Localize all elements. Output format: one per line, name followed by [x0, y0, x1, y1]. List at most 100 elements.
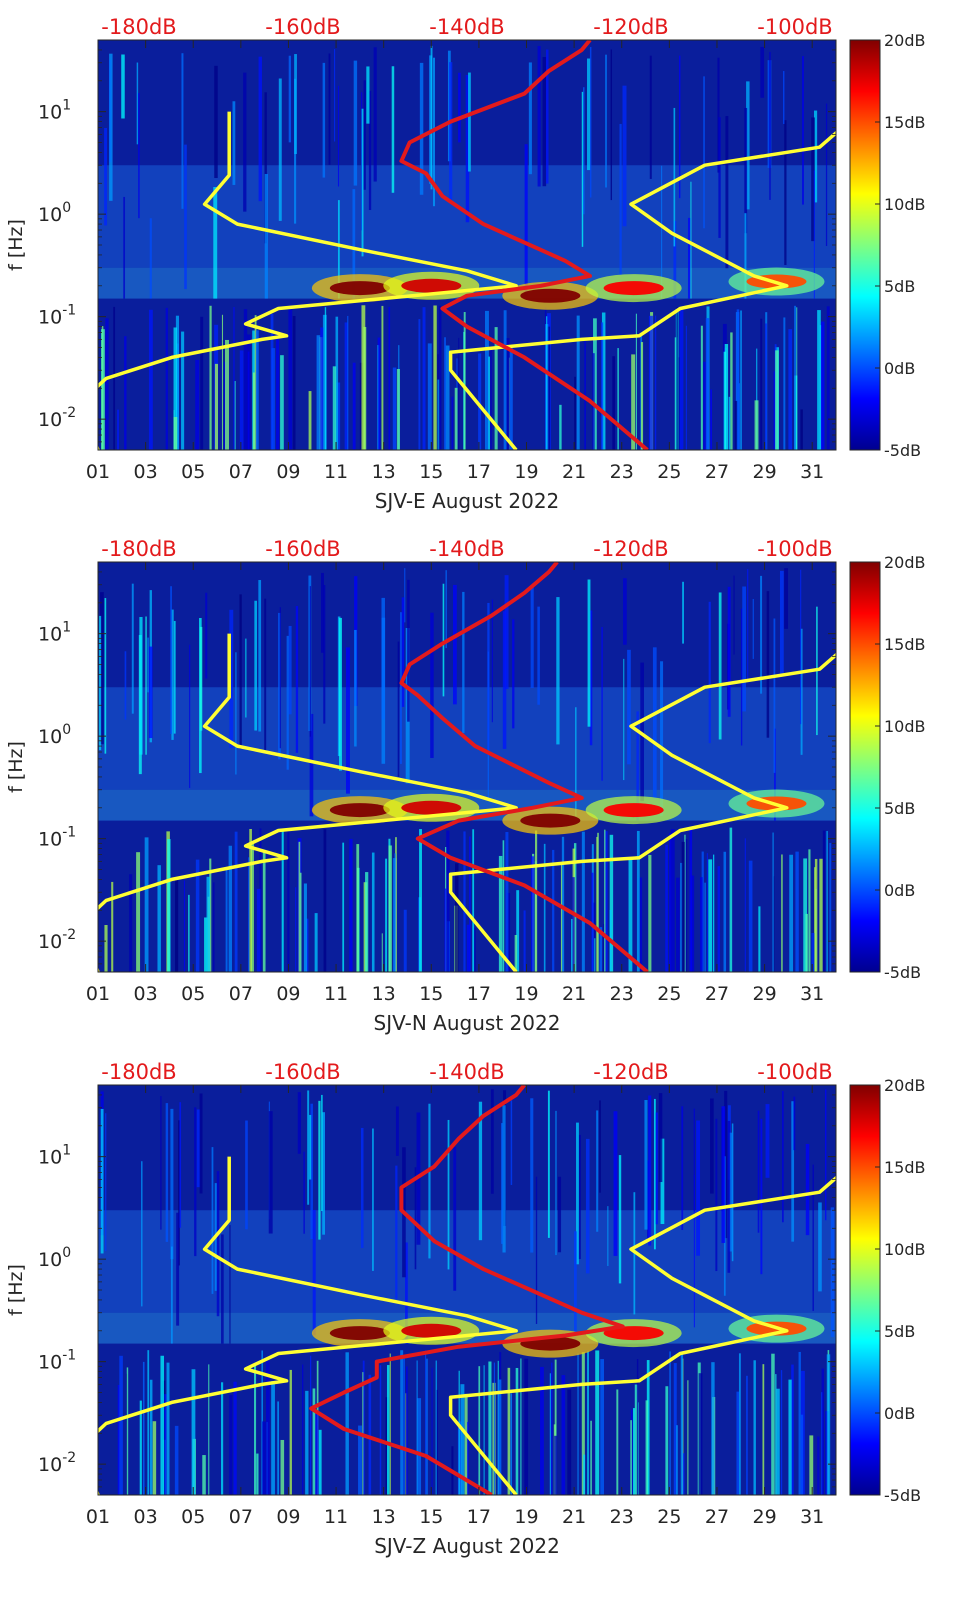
- noise-model-curve-2: [448, 130, 836, 450]
- noise-column: [322, 1112, 326, 1235]
- noise-column: [631, 354, 636, 450]
- noise-column: [826, 306, 830, 450]
- noise-column: [445, 345, 450, 450]
- panel-1: 01 03 05 07 09 11 13 15 17 19 21 23 25 27 29 3110-210-1…: [5, 15, 926, 513]
- noise-column: [710, 389, 712, 450]
- noise-column: [660, 1138, 665, 1224]
- noise-column: [164, 1394, 167, 1495]
- noise-column: [395, 1165, 398, 1299]
- colorbar-tick-label: -5dB: [884, 441, 921, 460]
- noise-column: [117, 409, 119, 450]
- x-tick-label: 27: [705, 1506, 729, 1528]
- noise-column: [808, 849, 811, 972]
- noise-column: [783, 317, 786, 450]
- noise-column: [280, 1439, 285, 1495]
- noise-column: [264, 173, 268, 299]
- noise-column: [502, 1105, 506, 1253]
- noise-column: [149, 1379, 153, 1495]
- noise-column: [277, 1401, 279, 1495]
- noise-column: [396, 368, 400, 450]
- noise-column: [360, 1127, 364, 1248]
- noise-column: [469, 836, 471, 972]
- noise-column: [504, 575, 509, 690]
- noise-column: [665, 844, 668, 972]
- noise-column: [774, 728, 776, 821]
- noise-column: [323, 829, 327, 972]
- noise-column: [349, 838, 353, 972]
- noise-column: [789, 854, 794, 972]
- x-tick-label: 21: [562, 983, 586, 1005]
- noise-column: [478, 1366, 481, 1495]
- noise-column: [648, 1095, 652, 1246]
- noise-column: [123, 196, 126, 299]
- noise-column: [394, 853, 396, 972]
- noise-column: [229, 1225, 231, 1344]
- noise-column: [711, 1362, 715, 1495]
- noise-column: [297, 1092, 301, 1154]
- noise-column: [599, 1100, 601, 1193]
- noise-column: [537, 45, 541, 187]
- hotspot-core: [603, 1326, 664, 1341]
- noise-column: [601, 312, 606, 450]
- noise-column: [401, 597, 405, 707]
- noise-column: [271, 1381, 275, 1495]
- noise-column: [752, 598, 754, 659]
- noise-column: [673, 220, 677, 299]
- noise-column: [457, 1421, 462, 1495]
- y-tick-base: 10: [38, 1454, 62, 1476]
- noise-column: [288, 305, 293, 450]
- x-tick-label: 19: [514, 1506, 538, 1528]
- noise-column: [336, 382, 341, 450]
- y-tick-exponent: -1: [62, 303, 76, 319]
- noise-column: [678, 55, 681, 199]
- noise-column: [184, 144, 187, 290]
- noise-column: [395, 1106, 399, 1156]
- noise-column: [805, 1143, 810, 1236]
- noise-column: [179, 1102, 182, 1228]
- noise-column: [760, 46, 765, 98]
- x-tick-label: 07: [229, 461, 253, 483]
- noise-column: [757, 1110, 760, 1233]
- noise-column: [467, 1421, 469, 1495]
- colorbar-tick-label: -5dB: [884, 1486, 921, 1505]
- noise-column: [811, 117, 815, 242]
- noise-model-curve-2: [448, 1175, 836, 1495]
- noise-column: [825, 830, 828, 972]
- noise-column: [449, 62, 453, 200]
- noise-column: [583, 1454, 586, 1495]
- noise-column: [700, 877, 703, 972]
- noise-column: [583, 87, 585, 215]
- noise-column: [276, 331, 280, 450]
- noise-column: [740, 608, 743, 746]
- colorbar-tick-label: 0dB: [884, 1404, 915, 1423]
- noise-column: [379, 1365, 382, 1495]
- noise-column: [249, 829, 252, 972]
- noise-column: [498, 855, 503, 972]
- noise-column: [344, 322, 348, 450]
- noise-column: [554, 1435, 558, 1495]
- noise-column: [594, 938, 596, 972]
- y-tick-label: 10-2: [38, 405, 76, 431]
- noise-column: [821, 1368, 824, 1495]
- noise-column: [281, 831, 284, 972]
- y-axis-label: f [Hz]: [5, 219, 27, 271]
- noise-column: [772, 832, 774, 972]
- noise-model-curve-2: [448, 652, 836, 972]
- noise-column: [478, 353, 482, 450]
- noise-column: [254, 315, 257, 450]
- noise-column: [453, 584, 457, 705]
- noise-column: [129, 874, 133, 972]
- noise-column: [339, 617, 342, 771]
- noise-column: [245, 638, 247, 718]
- noise-column: [537, 606, 540, 705]
- noise-column: [373, 47, 377, 182]
- x-tick-label: 07: [229, 1506, 253, 1528]
- noise-column: [760, 1118, 763, 1275]
- noise-column: [817, 1436, 820, 1495]
- y-tick-base: 10: [38, 204, 62, 226]
- noise-column: [228, 845, 232, 972]
- noise-column: [353, 60, 358, 186]
- noise-column: [288, 625, 292, 715]
- noise-column: [554, 1359, 557, 1495]
